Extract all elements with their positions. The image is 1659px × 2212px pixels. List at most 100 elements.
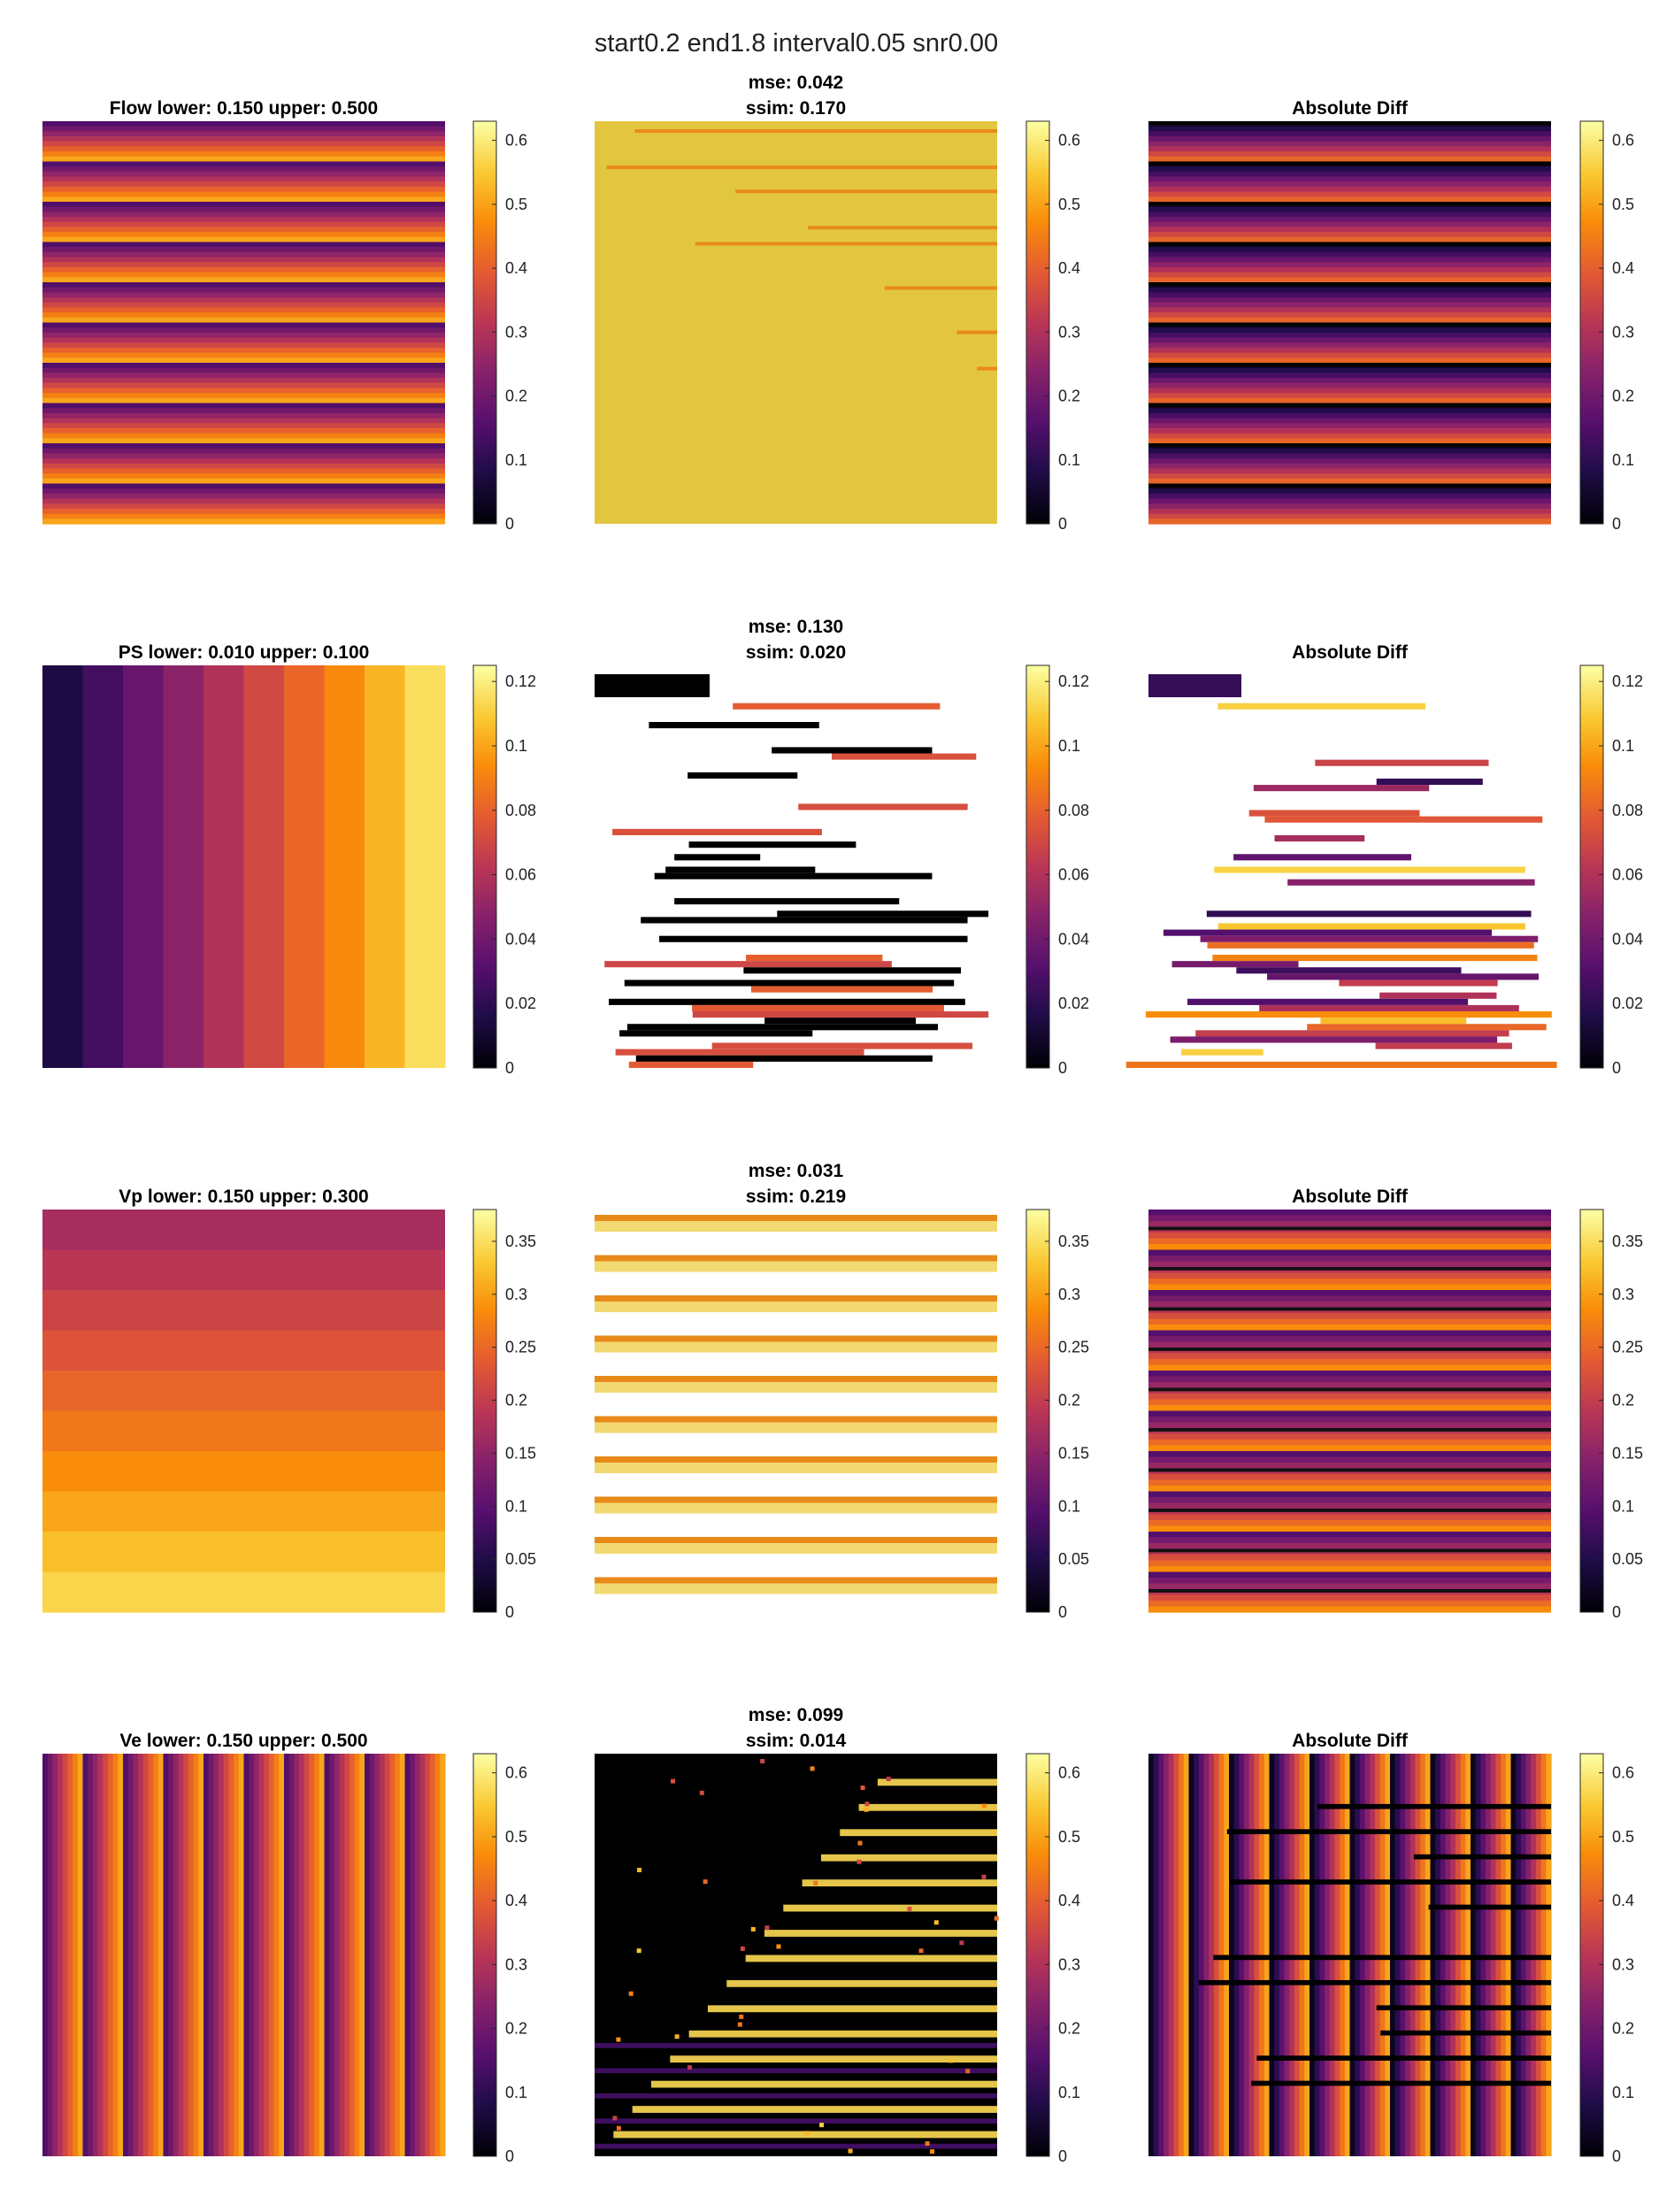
heatmap-cell <box>42 236 445 243</box>
heatmap-cell <box>804 2131 810 2136</box>
heatmap-cell <box>1148 1417 1551 1424</box>
colorbar-tick-label: 0.3 <box>1612 323 1634 341</box>
heatmap-cell <box>1148 1233 1551 1240</box>
heatmap-cell <box>1148 473 1551 480</box>
heatmap-cell <box>42 388 445 394</box>
heatmap-cell <box>1226 1829 1551 1834</box>
heatmap-cell <box>42 266 445 273</box>
colorbar-tick-label: 0.1 <box>505 737 527 755</box>
heatmap-cell <box>994 1916 999 1921</box>
heatmap-cell <box>1148 1307 1551 1311</box>
heatmap-cell <box>595 1422 997 1433</box>
heatmap-cell <box>956 330 997 334</box>
colorbar-tick-label: 0.25 <box>1612 1339 1643 1356</box>
heatmap-cell <box>1148 342 1551 349</box>
heatmap-cell <box>1148 166 1551 173</box>
heatmap-cell <box>764 1018 917 1025</box>
heatmap-cell <box>1148 347 1551 354</box>
heatmap-cell <box>1198 1754 1205 2156</box>
heatmap-cell <box>42 277 445 283</box>
panel-title: ssim: 0.219 <box>746 1187 846 1207</box>
heatmap-cell <box>612 2116 618 2121</box>
heatmap-cell <box>42 1491 445 1532</box>
heatmap-cell <box>595 2118 997 2124</box>
colorbar-tick-label: 0.12 <box>1612 672 1643 690</box>
colorbar-frame <box>472 664 497 1069</box>
heatmap-cell <box>204 1754 210 2156</box>
heatmap-cell <box>1148 1560 1551 1567</box>
heatmap-cell <box>595 2143 997 2149</box>
heatmap-cell <box>42 393 445 399</box>
heatmap-cell <box>82 665 124 1068</box>
heatmap-cell <box>1253 785 1430 792</box>
heatmap-panel <box>595 1210 997 1612</box>
heatmap-cell <box>42 176 445 182</box>
heatmap-cell <box>42 287 445 293</box>
heatmap-cell <box>1148 1532 1551 1539</box>
heatmap-cell <box>77 1754 84 2156</box>
heatmap-cell <box>1188 1754 1194 2156</box>
heatmap-cell <box>1164 1754 1170 2156</box>
heatmap-cell <box>1148 1445 1551 1452</box>
heatmap-cell <box>42 427 445 434</box>
panel-title: ssim: 0.170 <box>746 98 846 119</box>
heatmap-cell <box>1148 382 1551 389</box>
heatmap-cell <box>1148 518 1551 525</box>
heatmap-cell <box>42 262 445 268</box>
heatmap-cell <box>319 1754 326 2156</box>
heatmap-cell <box>1148 488 1551 495</box>
heatmap-cell <box>42 488 445 495</box>
colorbar-tick-label: 0.3 <box>505 1286 527 1303</box>
colorbar-tick-label: 0.3 <box>505 323 527 341</box>
heatmap-cell <box>1287 879 1535 886</box>
heatmap-cell <box>1148 292 1551 298</box>
heatmap-cell <box>42 342 445 349</box>
colorbar-tick-label: 0 <box>1612 1603 1621 1621</box>
heatmap-cell <box>1148 1364 1551 1371</box>
heatmap-cell <box>1148 433 1551 439</box>
heatmap-cell <box>42 151 445 157</box>
colorbar-tick-label: 0.4 <box>505 1892 527 1909</box>
heatmap-cell <box>138 1754 144 2156</box>
heatmap-cell <box>42 397 445 404</box>
heatmap-cell <box>42 463 445 470</box>
heatmap-cell <box>1148 1468 1551 1472</box>
colorbar-tick-label: 0.3 <box>1058 1955 1080 1973</box>
heatmap-cell <box>42 418 445 424</box>
heatmap-cell <box>1148 367 1551 373</box>
heatmap-cell <box>299 1754 305 2156</box>
heatmap-cell <box>1148 171 1551 178</box>
heatmap-cell <box>1148 438 1551 444</box>
heatmap-cell <box>42 257 445 263</box>
colorbar-tick-label: 0.2 <box>505 1392 527 1409</box>
heatmap-cell <box>1187 998 1469 1005</box>
heatmap-cell <box>1148 468 1551 474</box>
heatmap-cell <box>1148 373 1551 379</box>
heatmap-cell <box>42 196 445 203</box>
heatmap-cell <box>1148 247 1551 253</box>
heatmap-cell <box>918 1948 924 1954</box>
heatmap-panel <box>1148 1754 1552 2156</box>
heatmap-cell <box>1212 955 1538 962</box>
heatmap-cell <box>1148 1456 1551 1463</box>
heatmap-cell <box>157 1754 165 2156</box>
colorbar-tick-label: 0.6 <box>505 1764 527 1782</box>
heatmap-cell <box>369 1754 375 2156</box>
heatmap-cell <box>1148 1410 1551 1417</box>
heatmap-cell <box>1206 910 1532 918</box>
heatmap-cell <box>1148 448 1551 454</box>
heatmap-cell <box>1148 1318 1551 1325</box>
heatmap-cell <box>1195 1030 1509 1037</box>
heatmap-cell <box>173 1754 180 2156</box>
colorbar-tick-label: 0.2 <box>1612 1392 1634 1409</box>
heatmap-cell <box>1148 262 1551 268</box>
heatmap-cell <box>1148 1520 1551 1527</box>
colorbar-tick-label: 0.3 <box>1058 323 1080 341</box>
panel-title: Absolute Diff <box>1292 642 1409 663</box>
heatmap-cell <box>258 1754 265 2156</box>
heatmap-cell <box>595 1341 997 1353</box>
colorbar-tick-label: 0.5 <box>1612 196 1634 213</box>
heatmap-cell <box>735 189 997 194</box>
heatmap-cell <box>856 1859 862 1864</box>
colorbar-tick-label: 0.1 <box>505 1497 527 1515</box>
